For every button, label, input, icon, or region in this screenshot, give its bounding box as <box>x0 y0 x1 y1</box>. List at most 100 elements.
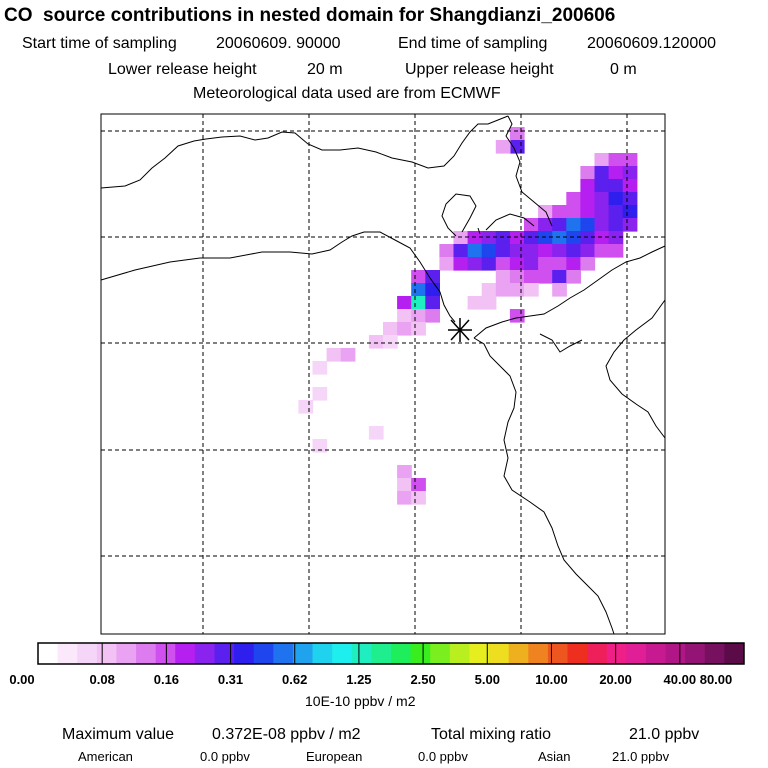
contribution-cell <box>397 478 412 492</box>
contribution-cell <box>594 192 610 206</box>
contribution-cell <box>622 218 638 232</box>
contribution-cell <box>594 179 610 193</box>
colorbar-frame <box>37 642 745 665</box>
contribution-cell <box>495 257 511 271</box>
contribution-cell <box>509 127 525 141</box>
contribution-cell <box>439 257 455 271</box>
contribution-cell <box>312 361 328 375</box>
contribution-cell <box>552 205 567 219</box>
contribution-cell <box>411 270 426 284</box>
colorbar-swatch <box>410 643 431 664</box>
map-title: CO source contributions in nested domain… <box>4 5 616 26</box>
contribution-cell <box>608 244 624 258</box>
contribution-cell <box>622 166 638 180</box>
contribution-cell <box>566 192 581 206</box>
colorbar-swatch <box>606 643 627 664</box>
colorbar-tick-label: 80.00 <box>699 672 733 687</box>
contribution-cell <box>495 270 511 284</box>
contribution-cell <box>566 205 581 219</box>
contribution-cell <box>594 231 610 245</box>
contribution-cell <box>524 231 539 245</box>
colorbar-swatch <box>214 643 235 664</box>
contribution-cell <box>481 283 497 297</box>
colorbar-swatch <box>57 643 78 664</box>
upper-height-label: Upper release height <box>405 61 554 78</box>
colorbar-swatch <box>469 643 490 664</box>
contribution-cell <box>552 257 567 271</box>
contribution-cell <box>495 283 511 297</box>
colorbar-swatch <box>253 643 274 664</box>
start-time-value: 20060609. 90000 <box>216 35 341 52</box>
contribution-cell <box>481 231 497 245</box>
colorbar-tick-label: 2.50 <box>410 672 436 687</box>
colorbar-swatch <box>685 643 706 664</box>
colorbar-swatch <box>704 643 725 664</box>
colorbar-swatch <box>626 643 647 664</box>
colorbar-swatch <box>724 643 745 664</box>
colorbar-swatch <box>587 643 608 664</box>
contribution-cell <box>495 140 511 154</box>
contribution-cell <box>594 205 610 219</box>
colorbar-tick-label: 0.08 <box>89 672 115 687</box>
contribution-cell <box>538 231 553 245</box>
colorbar-swatch <box>136 643 157 664</box>
contribution-cell <box>622 179 638 193</box>
colorbar-swatch <box>449 643 470 664</box>
total-mixing-label: Total mixing ratio <box>431 726 552 743</box>
colorbar-units: 10E-10 ppbv / m2 <box>305 693 416 709</box>
contribution-cell <box>453 231 469 245</box>
colorbar-swatch <box>96 643 117 664</box>
contribution-cell <box>340 348 356 362</box>
colorbar-swatch <box>38 643 59 664</box>
contribution-cell <box>425 296 440 310</box>
contribution-cell <box>608 205 624 219</box>
colorbar-swatch <box>567 643 588 664</box>
colorbar-tick-label: 0.00 <box>9 672 35 687</box>
colorbar-swatch <box>234 643 255 664</box>
contribution-cell <box>453 244 469 258</box>
contribution-cell <box>411 309 426 323</box>
colorbar-swatch <box>155 643 176 664</box>
colorbar-swatch <box>312 643 333 664</box>
start-time-label: Start time of sampling <box>22 35 177 52</box>
contribution-cell <box>397 465 412 479</box>
colorbar-swatch <box>371 643 392 664</box>
contribution-field <box>298 127 638 505</box>
contribution-cell <box>467 244 483 258</box>
max-value: 0.372E-08 ppbv / m2 <box>212 726 361 743</box>
contribution-cell <box>453 257 469 271</box>
colorbar-swatch <box>292 643 313 664</box>
colorbar-swatch <box>194 643 215 664</box>
contribution-cell <box>580 179 596 193</box>
contribution-cell <box>397 296 412 310</box>
contribution-cell <box>622 153 638 167</box>
contribution-cell <box>608 179 624 193</box>
contribution-cell <box>425 309 440 323</box>
american-label: American <box>78 749 133 764</box>
contribution-cell <box>425 270 440 284</box>
contribution-cell <box>467 296 483 310</box>
colorbar-tick-label: 5.00 <box>474 672 500 687</box>
contribution-cell <box>509 244 525 258</box>
contribution-cell <box>411 296 426 310</box>
contribution-cell <box>439 244 455 258</box>
colorbar-swatch <box>528 643 549 664</box>
contribution-cell <box>538 244 553 258</box>
colorbar-swatch <box>430 643 451 664</box>
contribution-cell <box>608 192 624 206</box>
asian-value: 21.0 ppbv <box>612 749 670 764</box>
contribution-cell <box>312 387 328 401</box>
contribution-cell <box>383 335 398 349</box>
contribution-cell <box>552 283 567 297</box>
contribution-cell <box>509 140 525 154</box>
contribution-cell <box>481 257 497 271</box>
colorbar-swatch <box>508 643 529 664</box>
total-mixing-value: 21.0 ppbv <box>629 726 700 743</box>
contribution-cell <box>580 192 596 206</box>
contribution-cell <box>580 218 596 232</box>
contribution-cell <box>594 218 610 232</box>
contribution-cell <box>580 231 596 245</box>
colorbar-swatch <box>665 643 686 664</box>
colorbar-swatch <box>391 643 412 664</box>
contribution-cell <box>411 322 426 336</box>
